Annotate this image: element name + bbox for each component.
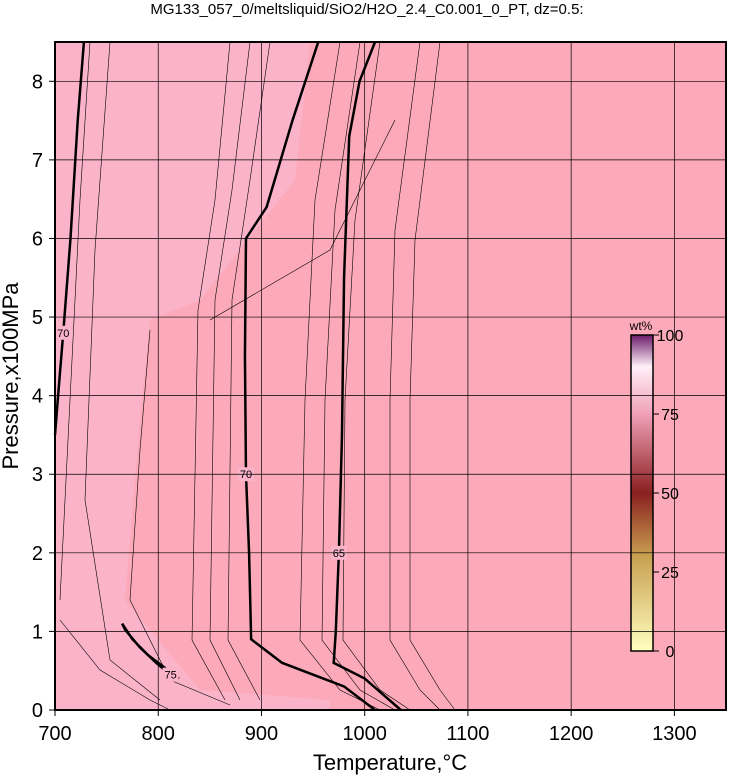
y-tick-label: 3 [32,464,43,486]
y-tick-label: 7 [32,150,43,172]
colorbar [630,334,654,652]
x-tick-label: 1000 [342,723,387,745]
colorbar-tick-label: 75 [661,407,679,424]
contour-line [53,41,86,436]
colorbar-label: wt% [629,319,653,333]
contour-label: 70 [240,469,252,481]
chart-title: MG133_057_0/meltsliquid/SiO2/H2O_2.4_C0.… [150,1,583,18]
y-tick-label: 1 [32,621,43,643]
y-tick-label: 8 [32,71,43,93]
x-tick-label: 800 [142,723,175,745]
colorbar-tick-label: 25 [661,565,679,582]
contour-label: 70 [57,328,69,340]
y-tick-label: 5 [32,307,43,329]
colorbar-tick-label: 50 [661,486,679,503]
x-tick-label: 700 [38,723,71,745]
contour-label-bg [55,325,72,340]
x-tick-label: 1100 [446,723,489,745]
y-tick-label: 4 [32,386,43,408]
x-tick-label: 1200 [549,723,594,745]
contour-label: 65 [333,548,345,560]
colorbar-tick-label: 0 [666,644,675,661]
x-axis-label: Temperature,°C [313,750,467,775]
contour-label: 75 [164,670,176,682]
y-tick-label: 2 [32,543,43,565]
x-tick-label: 900 [245,723,278,745]
plot-frame [54,41,727,711]
x-tick-label: 1300 [652,723,697,745]
minor-contours [59,41,456,711]
colorbar-tick-label: 100 [657,328,684,345]
y-tick-label: 6 [32,228,43,250]
y-tick-label: 0 [32,700,43,722]
contour-line [332,41,402,711]
contour-label-bg [162,667,179,682]
y-axis-label: Pressure,x100MPa [0,282,23,470]
